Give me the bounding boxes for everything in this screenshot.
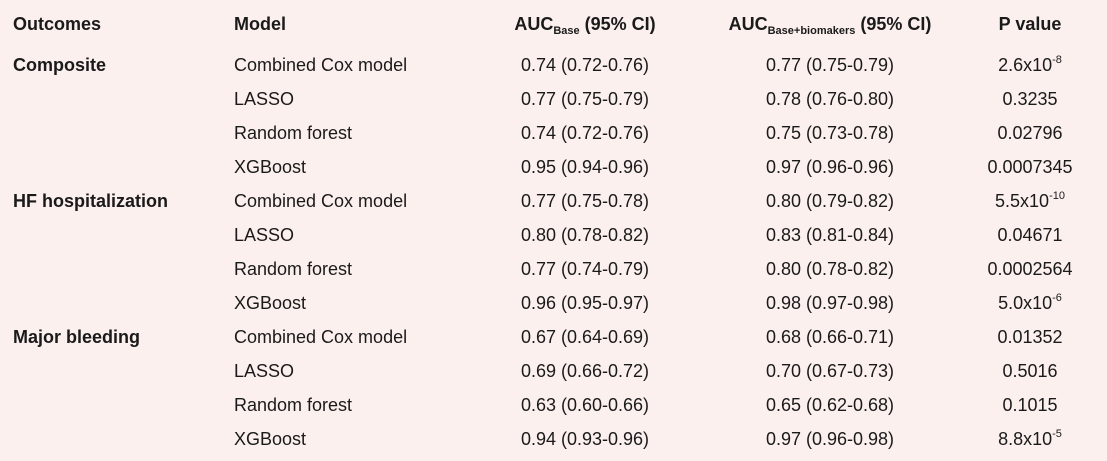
table-row: LASSO 0.80 (0.78-0.82) 0.83 (0.81-0.84) … xyxy=(0,218,1107,252)
header-auc-bio: AUCBase+biomakers (95% CI) xyxy=(705,7,955,41)
header-outcomes: Outcomes xyxy=(13,14,102,34)
auc-base-value: 0.74 (0.72-0.76) xyxy=(520,123,650,143)
table-row: Random forest 0.77 (0.74-0.79) 0.80 (0.7… xyxy=(0,252,1107,286)
p-value: 8.8x10-5 xyxy=(955,422,1105,456)
auc-bio-value: 0.75 (0.73-0.78) xyxy=(765,123,895,143)
header-auc-bio-main: AUC xyxy=(728,14,768,34)
p-value: 0.1015 xyxy=(955,388,1105,422)
p-value-base: 0.0002564 xyxy=(987,259,1073,279)
table-row: Major bleeding Combined Cox model 0.67 (… xyxy=(0,320,1107,354)
p-value-base: 0.04671 xyxy=(997,225,1063,245)
table-row: Random forest 0.74 (0.72-0.76) 0.75 (0.7… xyxy=(0,116,1107,150)
model-name: XGBoost xyxy=(234,429,307,449)
p-value-exponent: -8 xyxy=(1052,54,1062,66)
model-name: Combined Cox model xyxy=(234,191,408,211)
header-auc-base-main: AUC xyxy=(514,14,554,34)
auc-bio-value: 0.83 (0.81-0.84) xyxy=(765,225,895,245)
auc-base-value: 0.96 (0.95-0.97) xyxy=(520,293,650,313)
table-row: HF hospitalization Combined Cox model 0.… xyxy=(0,184,1107,218)
auc-base-value: 0.67 (0.64-0.69) xyxy=(520,327,650,347)
header-auc-base-ci: (95% CI) xyxy=(579,14,656,34)
auc-base-value: 0.63 (0.60-0.66) xyxy=(520,395,650,415)
p-value: 0.02796 xyxy=(955,116,1105,150)
model-name: Random forest xyxy=(234,395,353,415)
auc-bio-value: 0.77 (0.75-0.79) xyxy=(765,55,895,75)
p-value-base: 5.5x10 xyxy=(995,191,1050,211)
outcome-label: Major bleeding xyxy=(13,327,141,347)
p-value: 0.0007345 xyxy=(955,150,1105,184)
model-name: Combined Cox model xyxy=(234,327,408,347)
p-value: 0.5016 xyxy=(955,354,1105,388)
model-name: XGBoost xyxy=(234,293,307,313)
auc-bio-value: 0.97 (0.96-0.98) xyxy=(765,429,895,449)
model-name: Random forest xyxy=(234,123,353,143)
p-value: 5.5x10-10 xyxy=(955,184,1105,218)
p-value: 5.0x10-6 xyxy=(955,286,1105,320)
header-auc-bio-sub: Base+biomakers xyxy=(767,25,856,37)
p-value: 0.04671 xyxy=(955,218,1105,252)
model-name: LASSO xyxy=(234,225,295,245)
table-row: XGBoost 0.96 (0.95-0.97) 0.98 (0.97-0.98… xyxy=(0,286,1107,320)
p-value: 0.0002564 xyxy=(955,252,1105,286)
auc-base-value: 0.77 (0.74-0.79) xyxy=(520,259,650,279)
auc-bio-value: 0.80 (0.78-0.82) xyxy=(765,259,895,279)
auc-bio-value: 0.98 (0.97-0.98) xyxy=(765,293,895,313)
auc-base-value: 0.80 (0.78-0.82) xyxy=(520,225,650,245)
model-name: Random forest xyxy=(234,259,353,279)
model-name: Combined Cox model xyxy=(234,55,408,75)
p-value: 0.3235 xyxy=(955,82,1105,116)
header-model: Model xyxy=(234,14,286,34)
header-pvalue: P value xyxy=(998,14,1062,34)
model-name: LASSO xyxy=(234,361,295,381)
auc-bio-value: 0.65 (0.62-0.68) xyxy=(765,395,895,415)
auc-base-value: 0.95 (0.94-0.96) xyxy=(520,157,650,177)
header-auc-base-sub: Base xyxy=(553,25,580,37)
p-value: 0.01352 xyxy=(955,320,1105,354)
header-auc-base: AUCBase (95% CI) xyxy=(460,7,710,41)
outcome-label: Composite xyxy=(13,55,107,75)
auc-base-value: 0.77 (0.75-0.79) xyxy=(520,89,650,109)
auc-base-value: 0.69 (0.66-0.72) xyxy=(520,361,650,381)
auc-bio-value: 0.78 (0.76-0.80) xyxy=(765,89,895,109)
table-row: Composite Combined Cox model 0.74 (0.72-… xyxy=(0,48,1107,82)
auc-bio-value: 0.97 (0.96-0.96) xyxy=(765,157,895,177)
model-name: LASSO xyxy=(234,89,295,109)
p-value-base: 0.5016 xyxy=(1002,361,1058,381)
p-value-base: 0.01352 xyxy=(997,327,1063,347)
auc-bio-value: 0.70 (0.67-0.73) xyxy=(765,361,895,381)
model-name: XGBoost xyxy=(234,157,307,177)
p-value-base: 0.02796 xyxy=(997,123,1063,143)
auc-bio-value: 0.80 (0.79-0.82) xyxy=(765,191,895,211)
table-row: LASSO 0.77 (0.75-0.79) 0.78 (0.76-0.80) … xyxy=(0,82,1107,116)
table-row: Random forest 0.63 (0.60-0.66) 0.65 (0.6… xyxy=(0,388,1107,422)
auc-bio-value: 0.68 (0.66-0.71) xyxy=(765,327,895,347)
p-value: 2.6x10-8 xyxy=(955,48,1105,82)
p-value-exponent: -6 xyxy=(1052,292,1062,304)
auc-base-value: 0.74 (0.72-0.76) xyxy=(520,55,650,75)
p-value-base: 8.8x10 xyxy=(998,429,1053,449)
p-value-exponent: -5 xyxy=(1052,428,1062,440)
outcome-label: HF hospitalization xyxy=(13,191,168,211)
table-row: XGBoost 0.95 (0.94-0.96) 0.97 (0.96-0.96… xyxy=(0,150,1107,184)
table-row: XGBoost 0.94 (0.93-0.96) 0.97 (0.96-0.98… xyxy=(0,422,1107,456)
p-value-base: 5.0x10 xyxy=(998,293,1053,313)
header-row: Outcomes Model AUCBase (95% CI) AUCBase+… xyxy=(0,7,1107,41)
p-value-base: 0.0007345 xyxy=(987,157,1073,177)
p-value-base: 0.1015 xyxy=(1002,395,1058,415)
p-value-base: 2.6x10 xyxy=(998,55,1053,75)
auc-base-value: 0.77 (0.75-0.78) xyxy=(520,191,650,211)
header-auc-bio-ci: (95% CI) xyxy=(855,14,932,34)
auc-base-value: 0.94 (0.93-0.96) xyxy=(520,429,650,449)
p-value-exponent: -10 xyxy=(1049,190,1065,202)
table-row: LASSO 0.69 (0.66-0.72) 0.70 (0.67-0.73) … xyxy=(0,354,1107,388)
p-value-base: 0.3235 xyxy=(1002,89,1058,109)
